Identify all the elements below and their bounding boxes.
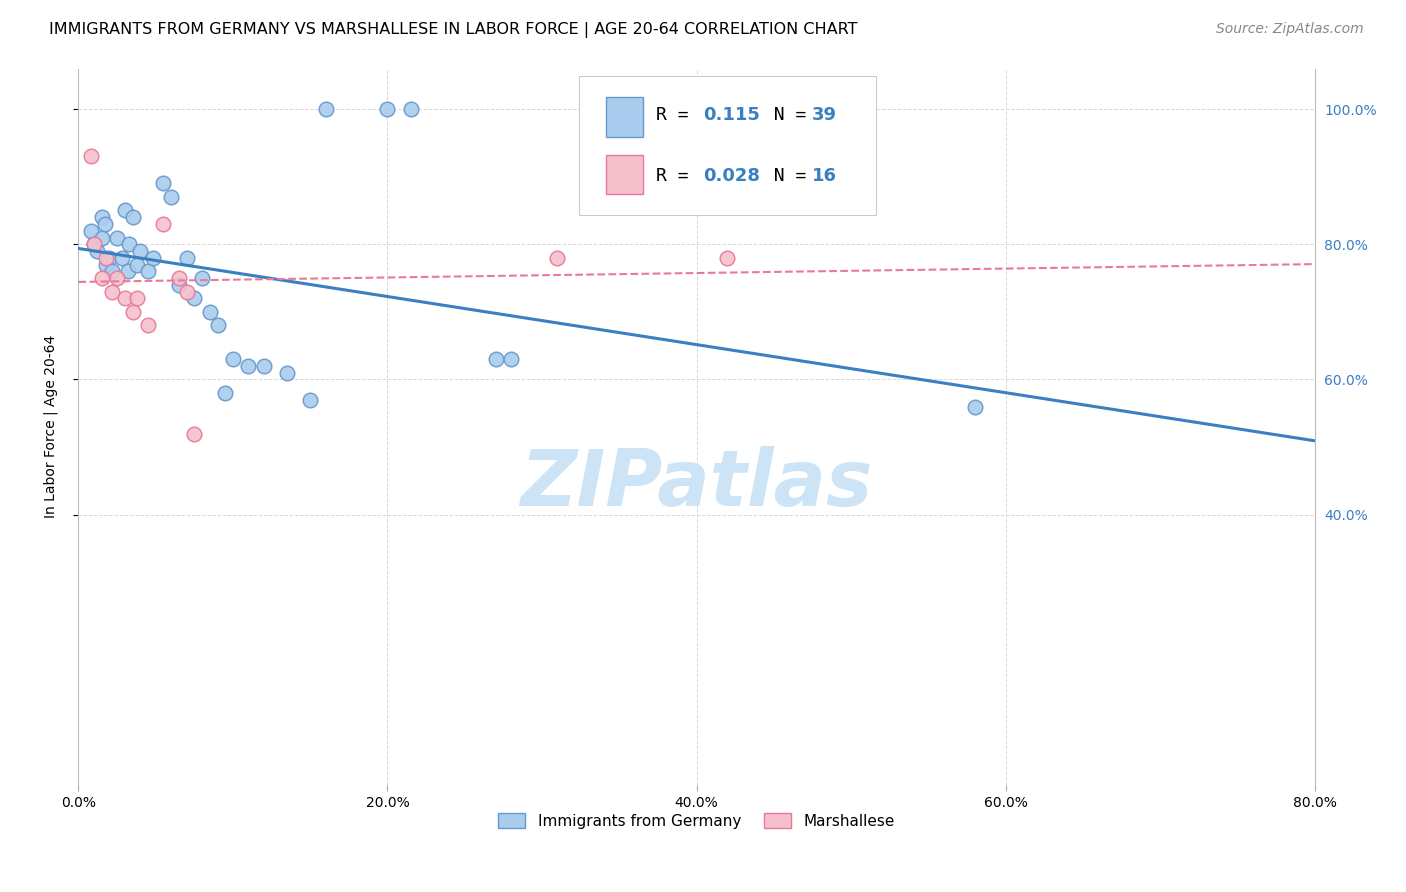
Point xyxy=(83,237,105,252)
Point xyxy=(485,352,508,367)
Point xyxy=(105,271,128,285)
Point xyxy=(96,258,118,272)
Point xyxy=(101,285,124,299)
Point xyxy=(101,264,124,278)
Point xyxy=(96,251,118,265)
Point xyxy=(90,271,112,285)
Point xyxy=(83,237,105,252)
Point xyxy=(299,392,322,407)
Text: 0.028: 0.028 xyxy=(703,167,759,185)
Point xyxy=(152,177,174,191)
Point xyxy=(399,102,422,116)
Point xyxy=(80,224,103,238)
Point xyxy=(167,271,190,285)
Point xyxy=(238,359,260,373)
Point xyxy=(90,230,112,244)
Point xyxy=(315,102,337,116)
Point xyxy=(176,251,198,265)
Text: 39: 39 xyxy=(811,106,837,124)
Text: ZIPatlas: ZIPatlas xyxy=(520,446,873,522)
FancyBboxPatch shape xyxy=(579,76,876,215)
Point xyxy=(129,244,152,258)
Text: R =: R = xyxy=(655,106,699,124)
Point xyxy=(80,149,103,163)
Point xyxy=(93,217,115,231)
Text: 16: 16 xyxy=(811,167,837,185)
Point xyxy=(136,264,159,278)
FancyBboxPatch shape xyxy=(606,154,644,194)
Point xyxy=(127,258,149,272)
Point xyxy=(963,400,986,414)
Point xyxy=(86,244,108,258)
Point xyxy=(716,251,738,265)
Y-axis label: In Labor Force | Age 20-64: In Labor Force | Age 20-64 xyxy=(44,335,58,518)
Point xyxy=(127,291,149,305)
FancyBboxPatch shape xyxy=(606,97,644,136)
Point xyxy=(183,426,205,441)
Point xyxy=(152,217,174,231)
Text: N =: N = xyxy=(752,106,817,124)
Point xyxy=(176,285,198,299)
Point xyxy=(90,211,112,225)
Point xyxy=(117,264,139,278)
Point xyxy=(207,318,229,333)
Point xyxy=(191,271,214,285)
Point xyxy=(98,251,121,265)
Legend: Immigrants from Germany, Marshallese: Immigrants from Germany, Marshallese xyxy=(492,806,901,835)
Point xyxy=(114,203,136,218)
Point xyxy=(546,251,568,265)
Point xyxy=(111,251,134,265)
Point xyxy=(183,291,205,305)
Point xyxy=(276,366,298,380)
Point xyxy=(121,211,143,225)
Point xyxy=(214,386,236,401)
Point xyxy=(142,251,165,265)
Point xyxy=(198,305,221,319)
Point xyxy=(377,102,399,116)
Point xyxy=(114,291,136,305)
Text: IMMIGRANTS FROM GERMANY VS MARSHALLESE IN LABOR FORCE | AGE 20-64 CORRELATION CH: IMMIGRANTS FROM GERMANY VS MARSHALLESE I… xyxy=(49,22,858,38)
Point xyxy=(222,352,245,367)
Point xyxy=(136,318,159,333)
Text: R =: R = xyxy=(655,167,699,185)
Text: 0.115: 0.115 xyxy=(703,106,759,124)
Point xyxy=(167,277,190,292)
Point xyxy=(501,352,523,367)
Point xyxy=(121,305,143,319)
Point xyxy=(253,359,276,373)
Point xyxy=(105,230,128,244)
Text: Source: ZipAtlas.com: Source: ZipAtlas.com xyxy=(1216,22,1364,37)
Text: N =: N = xyxy=(752,167,817,185)
Point xyxy=(160,190,183,204)
Point xyxy=(118,237,141,252)
